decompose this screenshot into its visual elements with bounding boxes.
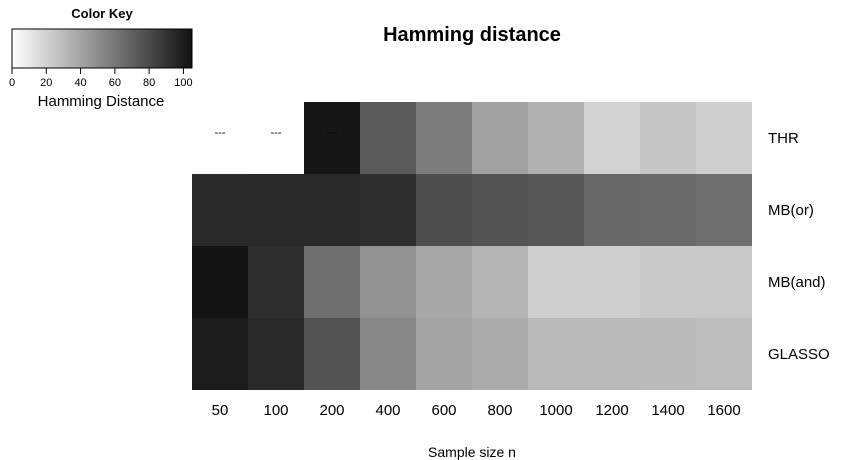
heatmap-cell (472, 174, 528, 246)
row-label: MB(and) (768, 274, 826, 291)
heatmap-cell (640, 102, 696, 174)
column-label: 100 (263, 402, 288, 419)
column-label: 600 (431, 402, 456, 419)
heatmap-cell (696, 318, 752, 390)
heatmap-cell (416, 246, 472, 318)
color-key-label: Hamming Distance (38, 93, 165, 110)
column-label: 1400 (651, 402, 684, 419)
heatmap-cell (640, 174, 696, 246)
heatmap-cell (696, 102, 752, 174)
color-key-title: Color Key (71, 6, 133, 21)
heatmap-cell (304, 318, 360, 390)
heatmap-cell (696, 174, 752, 246)
heatmap-cell (304, 102, 360, 174)
row-label: MB(or) (768, 202, 814, 219)
missing-cell-marker: --- (271, 127, 282, 139)
color-key-tick-label: 20 (40, 77, 52, 89)
heatmap-cell (248, 174, 304, 246)
column-label: 50 (212, 402, 229, 419)
heatmap-cell (528, 102, 584, 174)
x-axis-label: Sample size n (428, 444, 516, 460)
color-key-tick-label: 100 (174, 77, 192, 89)
heatmap-cell (640, 246, 696, 318)
row-label: THR (768, 130, 799, 147)
heatmap-cell (192, 174, 248, 246)
color-key-tick-label: 40 (74, 77, 86, 89)
column-labels: 50 100 200 400 600 800 1000 1200 1400 1600 (212, 402, 741, 419)
column-label: 200 (319, 402, 344, 419)
heatmap-cell (192, 246, 248, 318)
missing-cell-marker: --- (327, 127, 338, 139)
heatmap-cell (584, 246, 640, 318)
heatmap-cell (584, 102, 640, 174)
heatmap-cell (248, 246, 304, 318)
heatmap-cell (360, 318, 416, 390)
column-label: 1200 (595, 402, 628, 419)
color-key-tick-label: 0 (9, 77, 15, 89)
heatmap-cell (304, 246, 360, 318)
heatmap-cell (472, 246, 528, 318)
color-key-tick-label: 60 (109, 77, 121, 89)
heatmap-cell (472, 318, 528, 390)
heatmap-cell (248, 318, 304, 390)
missing-markers: --- --- --- (215, 127, 338, 139)
heatmap-cell (416, 102, 472, 174)
heatmap-cell (416, 174, 472, 246)
column-label: 400 (375, 402, 400, 419)
heatmap-cell (584, 174, 640, 246)
color-key-tick-label: 80 (143, 77, 155, 89)
column-label: 800 (487, 402, 512, 419)
color-key: Color Key 0 20 40 60 80 100 Hamming Distance (9, 6, 193, 110)
heatmap-cell (304, 174, 360, 246)
color-key-gradient (11, 28, 193, 69)
row-label: GLASSO (768, 346, 830, 363)
heatmap-cell (416, 318, 472, 390)
missing-cell-marker: --- (215, 127, 226, 139)
heatmap-cell (360, 102, 416, 174)
heatmap-cell (696, 246, 752, 318)
column-label: 1600 (707, 402, 740, 419)
heatmap-cell (360, 246, 416, 318)
chart-title: Hamming distance (383, 24, 561, 46)
heatmap-cells (192, 102, 752, 390)
heatmap-cell (528, 174, 584, 246)
heatmap-cell (528, 246, 584, 318)
column-label: 1000 (539, 402, 572, 419)
row-labels: THR MB(or) MB(and) GLASSO (768, 130, 830, 363)
heatmap-cell (472, 102, 528, 174)
heatmap-cell (192, 318, 248, 390)
heatmap-cell (640, 318, 696, 390)
heatmap-cell (528, 318, 584, 390)
heatmap-cell (584, 318, 640, 390)
heatmap-cell (360, 174, 416, 246)
